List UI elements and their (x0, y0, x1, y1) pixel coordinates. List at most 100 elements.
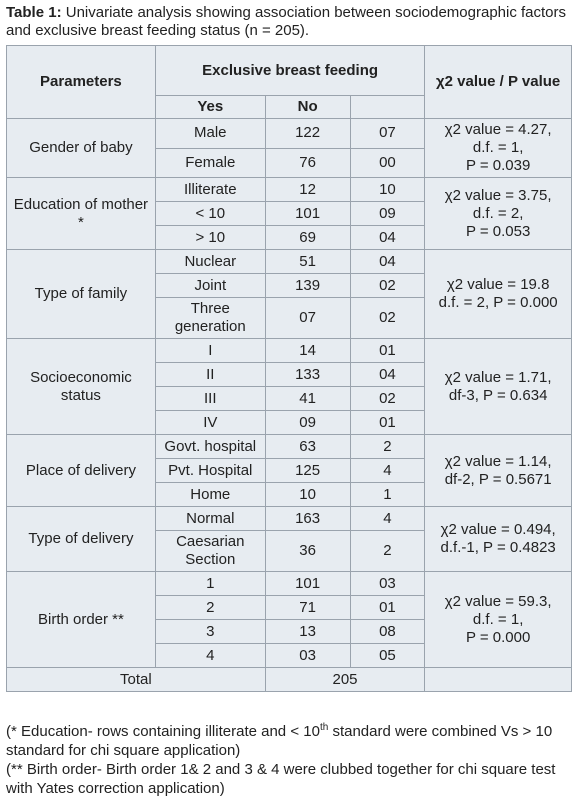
no-count: 04 (349, 225, 426, 250)
table-row: Caesarian Section 36 2 (7, 530, 572, 572)
header-no: No (264, 95, 351, 119)
yes-count: 07 (264, 297, 351, 339)
stat-cell: χ2 value = 3.75, d.f. = 2, P = 0.053 (424, 177, 572, 250)
yes-count: 139 (264, 273, 351, 298)
sub-category: < 10 (154, 201, 266, 226)
stat-line: χ2 value = 4.27, (444, 121, 552, 138)
stat-line: χ2 value = 1.71, (444, 368, 552, 386)
stat-cell: χ2 value = 59.3, d.f. = 1, P = 0.000 (424, 571, 572, 668)
no-count: 01 (349, 410, 426, 435)
caption-text: Univariate analysis showing association … (6, 4, 567, 39)
note-text: standard were combined Vs > 10 standard … (6, 723, 553, 759)
note-superscript: th (319, 722, 329, 733)
no-count: 4 (349, 458, 426, 483)
data-table: Parameters Exclusive breast feeding χ2 v… (6, 45, 572, 692)
no-count: 01 (349, 595, 426, 620)
stat-line: P = 0.000 (465, 628, 531, 646)
no-count: 1 (349, 482, 426, 507)
table-row: Birth order ** 1 101 03 χ2 value = 59.3, d.f.… (6, 571, 572, 668)
total-label: Total (6, 667, 266, 692)
sub-category: Govt. hospital (154, 434, 266, 459)
no-count: 02 (349, 273, 426, 298)
table-row: Joint 139 02 (7, 273, 572, 298)
table-row: > 10 69 04 (7, 225, 572, 250)
yes-count: 03 (264, 643, 351, 668)
stat-line: χ2 value = 1.14, (444, 452, 552, 470)
sub-category: I (154, 338, 266, 363)
sub-category: Home (154, 482, 266, 507)
yes-count: 101 (264, 571, 351, 596)
note: (* Education- rows containing illiterate… (6, 722, 576, 760)
stat-line: d.f. = 1, (472, 610, 524, 628)
total-value: 205 (264, 667, 426, 692)
stat-cell: χ2 value = 0.494, d.f.-1, P = 0.4823 (424, 506, 572, 572)
no-count: 2 (349, 434, 426, 459)
table-row: Education of mother * Illiterate 12 10 χ2 va… (6, 177, 572, 250)
table-row: Three generation 07 02 (7, 297, 572, 339)
header-stat: χ2 value / P value (424, 45, 572, 119)
stat-cell: χ2 value = 4.27, d.f. = 1, P = 0.039 (424, 118, 572, 178)
note: (** Birth order- Birth order 1& 2 and 3 … (6, 760, 576, 798)
note-text: (* Education- rows containing illiterate… (6, 723, 320, 740)
no-count: 05 (349, 643, 426, 668)
yes-count: 133 (264, 362, 351, 387)
sub-category: III (154, 386, 266, 411)
no-count: 09 (349, 201, 426, 226)
header-parameters: Parameters (6, 45, 156, 119)
stat-line: χ2 value = 0.494, (440, 521, 556, 538)
sub-category: Joint (154, 273, 266, 298)
table-row: Pvt. Hospital 125 4 (7, 458, 572, 483)
stat-cell: χ2 value = 1.14, df-2, P = 0.5671 (424, 434, 572, 507)
stat-line: d.f. = 2, P = 0.000 (438, 294, 558, 311)
yes-count: 125 (264, 458, 351, 483)
stat-line: P = 0.053 (465, 222, 531, 240)
sub-category: 3 (154, 619, 266, 644)
no-count: 04 (349, 249, 426, 274)
table-row: Type of delivery Normal 163 4 χ2 value = 0.4… (6, 506, 572, 572)
sub-category: Three generation (154, 297, 266, 339)
yes-count: 71 (264, 595, 351, 620)
sub-category: Illiterate (154, 177, 266, 202)
yes-count: 13 (264, 619, 351, 644)
stat-line: df-3, P = 0.634 (448, 386, 548, 404)
sub-category: 4 (154, 643, 266, 668)
no-count: 10 (349, 177, 426, 202)
total-row: Total 205 (6, 667, 572, 692)
sub-category: Male (154, 118, 266, 149)
table-row: Female 76 00 (7, 147, 572, 178)
caption: Table 1: Univariate analysis showing ass… (6, 4, 572, 40)
sub-category: IV (154, 410, 266, 435)
group-name: Type of family (6, 249, 156, 339)
yes-count: 41 (264, 386, 351, 411)
sub-category: Normal (154, 506, 266, 531)
no-count: 2 (349, 530, 426, 572)
notes: (* Education- rows containing illiterate… (6, 722, 576, 798)
group-name: Socioeconomic status (6, 338, 156, 435)
no-count: 08 (349, 619, 426, 644)
stat-line: df-2, P = 0.5671 (444, 470, 552, 488)
table-row: IV 09 01 (7, 410, 572, 435)
stat-line: d.f.-1, P = 0.4823 (440, 539, 556, 556)
table-row: III 41 02 (7, 386, 572, 411)
table-row: 2 71 01 (7, 595, 572, 620)
no-count: 01 (349, 338, 426, 363)
no-count: 4 (349, 506, 426, 531)
no-count: 07 (349, 118, 426, 149)
yes-count: 122 (264, 118, 351, 149)
stat-line: χ2 value = 59.3, (444, 592, 552, 610)
yes-count: 12 (264, 177, 351, 202)
header-ebf: Exclusive breast feeding (154, 45, 426, 96)
yes-count: 69 (264, 225, 351, 250)
note-text: (** Birth order- Birth order 1& 2 and 3 … (6, 761, 556, 797)
stat-line: χ2 value = 19.8 (446, 276, 550, 293)
sub-category: Caesarian Section (154, 530, 266, 572)
yes-count: 51 (264, 249, 351, 274)
table-row: Place of delivery Govt. hospital 63 2 χ2 val… (6, 434, 572, 507)
sub-category: Pvt. Hospital (154, 458, 266, 483)
stat-cell: χ2 value = 1.71, df-3, P = 0.634 (424, 338, 572, 435)
group-name: Gender of baby (6, 118, 156, 178)
sub-category: II (154, 362, 266, 387)
group-name: Place of delivery (6, 434, 156, 507)
sub-category: 2 (154, 595, 266, 620)
